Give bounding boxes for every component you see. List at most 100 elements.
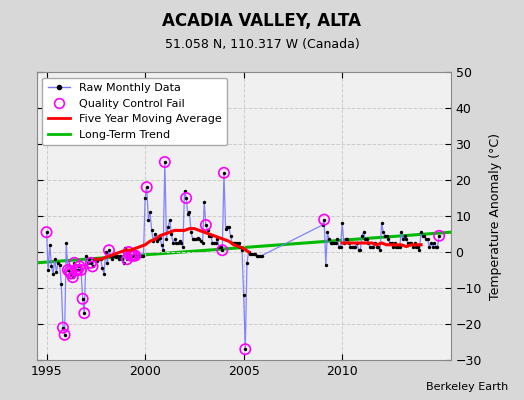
Point bbox=[383, 233, 391, 239]
Point bbox=[60, 332, 69, 338]
Point bbox=[435, 233, 443, 239]
Point bbox=[72, 267, 80, 273]
Legend: Raw Monthly Data, Quality Control Fail, Five Year Moving Average, Long-Term Tren: Raw Monthly Data, Quality Control Fail, … bbox=[42, 78, 227, 145]
Point bbox=[136, 252, 145, 259]
Point bbox=[42, 229, 51, 235]
Point bbox=[406, 240, 414, 246]
Point bbox=[333, 236, 342, 242]
Point bbox=[125, 249, 133, 255]
Point bbox=[218, 247, 226, 254]
Point bbox=[199, 240, 207, 246]
Point bbox=[172, 240, 180, 246]
Point bbox=[131, 252, 139, 259]
Point bbox=[167, 231, 176, 237]
Point bbox=[371, 240, 379, 246]
Point bbox=[161, 159, 169, 165]
Point bbox=[152, 238, 161, 244]
Point bbox=[336, 243, 345, 250]
Point bbox=[435, 233, 443, 239]
Point bbox=[241, 346, 249, 352]
Point bbox=[128, 252, 136, 259]
Point bbox=[75, 263, 84, 270]
Point bbox=[363, 236, 371, 242]
Point bbox=[320, 216, 329, 223]
Point bbox=[138, 252, 146, 259]
Point bbox=[166, 216, 174, 223]
Point bbox=[384, 236, 392, 242]
Point bbox=[46, 242, 54, 248]
Point bbox=[47, 263, 56, 270]
Point bbox=[215, 243, 223, 250]
Point bbox=[161, 159, 169, 165]
Point bbox=[147, 227, 156, 234]
Point bbox=[92, 256, 100, 262]
Point bbox=[202, 222, 210, 228]
Point bbox=[338, 220, 346, 226]
Point bbox=[320, 216, 329, 223]
Point bbox=[80, 310, 89, 316]
Point bbox=[83, 260, 92, 266]
Point bbox=[69, 274, 77, 280]
Point bbox=[105, 247, 113, 254]
Point bbox=[387, 240, 396, 246]
Point bbox=[218, 247, 226, 254]
Point bbox=[67, 270, 75, 277]
Point bbox=[238, 247, 246, 254]
Point bbox=[377, 220, 386, 226]
Point bbox=[325, 236, 333, 242]
Point bbox=[350, 243, 358, 250]
Point bbox=[129, 252, 138, 259]
Point bbox=[102, 249, 110, 255]
Point bbox=[119, 260, 128, 266]
Point bbox=[187, 229, 195, 235]
Point bbox=[80, 310, 89, 316]
Point bbox=[116, 252, 125, 259]
Point bbox=[213, 236, 222, 242]
Point bbox=[326, 240, 335, 246]
Point bbox=[103, 260, 112, 266]
Point bbox=[143, 184, 151, 190]
Point bbox=[108, 256, 116, 262]
Point bbox=[417, 229, 425, 235]
Point bbox=[200, 198, 209, 205]
Point bbox=[77, 267, 85, 273]
Point bbox=[154, 236, 162, 242]
Point bbox=[192, 236, 200, 242]
Point bbox=[85, 256, 93, 262]
Point bbox=[244, 249, 253, 255]
Point bbox=[212, 240, 220, 246]
Point bbox=[427, 240, 435, 246]
Point bbox=[134, 252, 143, 259]
Point bbox=[354, 247, 363, 254]
Point bbox=[231, 240, 239, 246]
Point bbox=[254, 252, 263, 259]
Point bbox=[125, 249, 133, 255]
Point bbox=[195, 236, 203, 242]
Point bbox=[111, 254, 119, 261]
Point bbox=[390, 240, 399, 246]
Point bbox=[400, 233, 409, 239]
Point bbox=[239, 292, 248, 298]
Point bbox=[133, 252, 141, 259]
Point bbox=[180, 188, 189, 194]
Point bbox=[100, 270, 108, 277]
Point bbox=[399, 236, 407, 242]
Point bbox=[220, 170, 228, 176]
Point bbox=[257, 252, 266, 259]
Point bbox=[144, 216, 152, 223]
Point bbox=[386, 240, 394, 246]
Point bbox=[249, 250, 258, 257]
Point bbox=[410, 240, 419, 246]
Point bbox=[176, 238, 184, 244]
Point bbox=[202, 222, 210, 228]
Point bbox=[143, 184, 151, 190]
Point bbox=[318, 222, 326, 228]
Point bbox=[190, 236, 199, 242]
Point bbox=[422, 236, 430, 242]
Point bbox=[358, 233, 366, 239]
Point bbox=[425, 243, 433, 250]
Point bbox=[67, 270, 75, 277]
Point bbox=[115, 256, 123, 262]
Point bbox=[415, 247, 423, 254]
Point bbox=[356, 247, 365, 254]
